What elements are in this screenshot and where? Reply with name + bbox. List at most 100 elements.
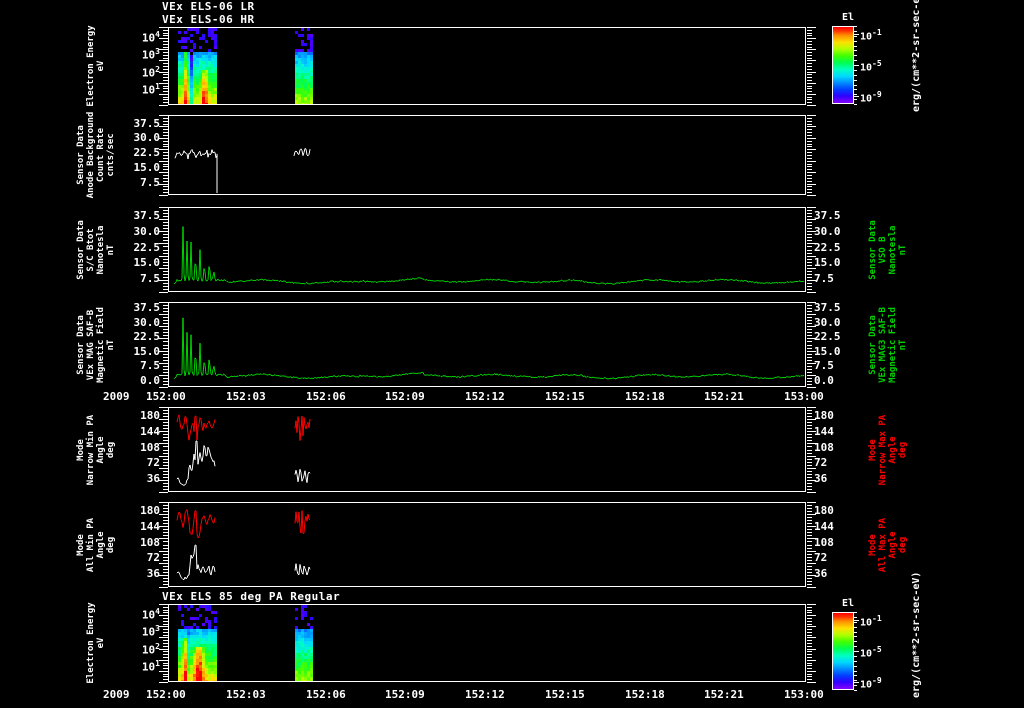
ytick-label-right: 15.0 [814,256,841,270]
colorbar-minor-tick [854,612,857,613]
tick-mark [807,219,816,220]
colorbar-label: El [842,12,855,23]
tick-mark [807,35,812,36]
colorbar-minor-tick [854,69,857,71]
tick-mark [163,483,168,484]
ytick-marks [157,302,168,388]
colorbar-units: erg/(cm**2-sr-sec-eV) [911,571,922,698]
tick-mark [807,538,816,539]
ytick-label: 30.0 [133,315,161,329]
tick-mark [807,563,816,564]
tick-mark [807,124,812,125]
tick-mark [807,132,812,133]
tick-mark [159,492,168,493]
ytick-marks-right [807,27,818,106]
tick-mark [807,640,812,641]
ytick-label-right: 180 [814,504,834,518]
colorbar-minor-tick [854,670,857,672]
tick-mark [807,268,816,269]
tick-mark [807,437,812,438]
panel-sc-btot-left-axis-label: Sensor Data S/C Btot Nanotesla nT [76,219,116,280]
tick-mark [163,55,168,56]
colorbar-1: El 10-1 10-5 10-9 erg/(cm**2-sr-sec-eV) [830,572,922,698]
tick-mark [163,416,168,417]
tick-mark [807,47,812,48]
tick-mark [163,283,168,284]
tick-mark [807,366,812,367]
tick-mark [163,341,168,342]
ytick-label-right: 144 [814,519,834,533]
tick-mark [163,259,168,260]
tick-mark [807,256,816,257]
tick-mark [163,228,168,229]
tick-mark [163,213,168,214]
tick-mark [163,246,168,247]
tick-mark [159,514,168,515]
tick-mark [163,146,168,147]
tick-mark [163,58,168,59]
tick-mark [163,508,168,509]
tick-mark [807,632,812,633]
tick-mark [159,184,168,185]
tick-mark [159,480,168,481]
tick-mark [807,77,812,78]
tick-mark [163,569,168,570]
tick-mark [163,91,168,92]
panel-mag-saf-b-data [169,303,805,386]
tick-mark [807,489,812,490]
colorbar-units: erg/(cm**2-sr-sec-eV) [911,0,922,112]
tick-mark [807,292,816,293]
tick-mark [807,135,812,136]
colorbar-minor-tick [854,99,857,101]
ytick-marks-right [807,407,818,493]
ytick-label: 15.0 [133,344,161,358]
tick-mark [807,474,812,475]
tick-mark [807,102,812,103]
colorbar-minor-tick [854,685,857,687]
tick-mark [807,431,816,432]
ytick-marks-right [807,115,818,196]
tick-mark [807,216,812,217]
tick-mark [807,314,816,315]
tick-mark [807,618,812,619]
tick-mark [807,375,816,376]
tick-mark [163,360,168,361]
tick-mark [807,302,816,303]
x-axis-tick-label: 152:00 [146,688,186,701]
colorbar-tick-mark [854,682,859,684]
tick-mark [807,138,816,139]
tick-mark [807,468,816,469]
tick-mark [163,584,168,585]
tick-mark [807,508,812,509]
tick-mark [163,437,168,438]
tick-mark [807,523,812,524]
colorbar-minor-tick [854,60,857,62]
tick-mark [807,121,812,122]
tick-mark [163,529,168,530]
tick-mark [163,222,168,223]
tick-mark [807,351,816,352]
panel-els06-spectrogram-data [169,28,805,104]
tick-mark [807,237,812,238]
tick-mark [163,308,168,309]
x-axis-tick-label: 152:12 [465,390,505,403]
tick-mark [163,679,168,680]
x-axis-tick-label: 152:18 [625,688,665,701]
tick-mark [163,35,168,36]
tick-mark [163,640,168,641]
tick-mark [163,332,168,333]
ytick-label-right: 144 [814,424,834,438]
colorbar-minor-tick [854,655,857,657]
ytick-label: 36 [146,471,160,485]
tick-mark [807,213,812,214]
ytick-label: 37.5 [133,301,161,315]
tick-mark [163,155,168,156]
ytick-label-right: 0.0 [814,373,834,387]
tick-mark [163,47,168,48]
tick-mark [159,292,168,293]
tick-mark [163,286,168,287]
colorbar-minor-tick [854,616,857,618]
tick-mark [807,253,812,254]
ytick-label-right: 15.0 [814,344,841,358]
tick-mark [163,86,168,87]
